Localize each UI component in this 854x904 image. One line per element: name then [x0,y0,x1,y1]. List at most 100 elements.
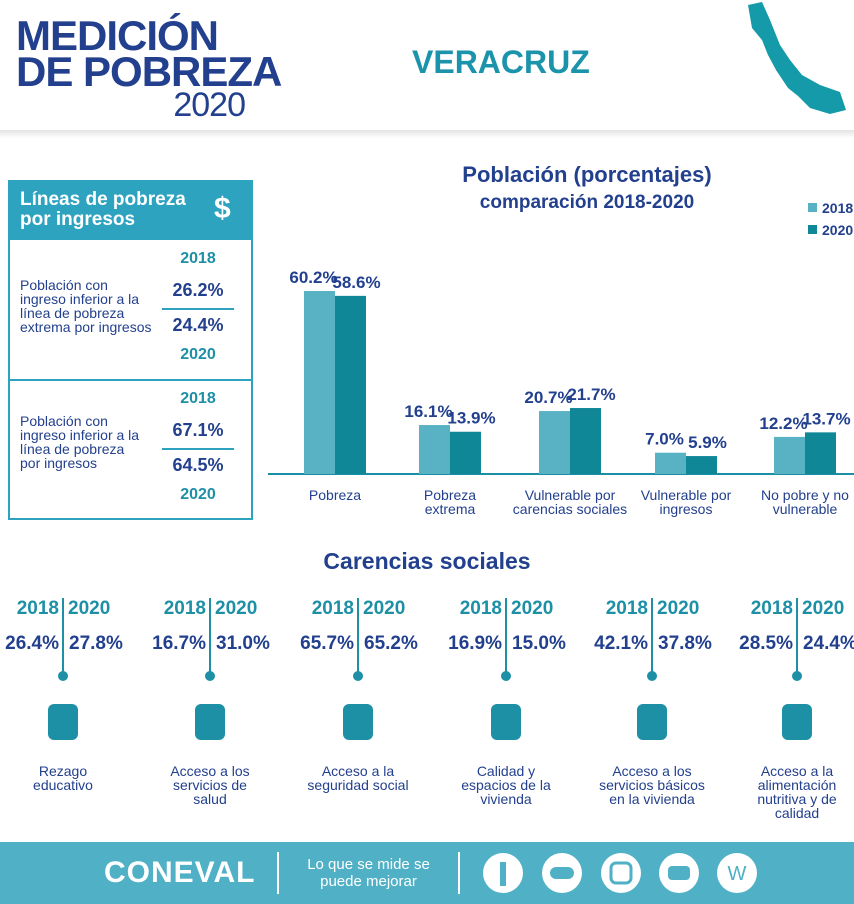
carencia-label: Acceso a la seguridad social [307,763,409,793]
bar [805,432,836,474]
footer [0,842,854,904]
bar [450,431,481,474]
carencia-icon [48,704,78,740]
year-label: 2020 [68,598,111,619]
value-divider [162,448,234,450]
value-2018: 26.4% [5,633,59,654]
box-divider [8,379,253,381]
legend-swatch [808,203,817,212]
carencia-label: Calidad y espacios de la vivienda [461,763,551,807]
social-icons: W [483,853,757,893]
carencia-icon [782,704,812,740]
value-divider [162,308,234,310]
connector [62,598,64,674]
web-icon[interactable] [717,853,757,893]
x-tick-label: Pobreza extrema [423,487,477,517]
value-2020: 65.2% [364,633,418,654]
title-year: 2020 [173,86,246,124]
poverty-value: 24.4% [172,315,224,335]
year-label: 2018 [163,598,206,619]
poverty-value: 67.1% [172,420,224,440]
carencia-label: Acceso a la alimentación nutritiva y de … [757,763,837,821]
x-tick-label: No pobre y no vulnerable [761,487,849,517]
svg-text:W: W [728,863,747,885]
year-label: 2018 [311,598,354,619]
value-label: 5.9% [688,433,727,452]
chart-subtitle: comparación 2018-2020 [480,192,694,213]
value-2018: 42.1% [594,633,648,654]
footer-divider [277,852,279,894]
x-tick-label: Vulnerable por carencias sociales [512,487,628,517]
year-label: 2020 [511,598,554,619]
poverty-box-header [8,180,253,240]
year-label: 2020 [802,598,845,619]
state-map [748,2,846,114]
year-label: 2020 [180,346,216,363]
connector-dot [353,671,363,681]
bar [304,290,335,474]
bar [686,456,717,474]
footer-slogan: Lo que se mide se puede mejorar [307,856,430,890]
footer-divider [458,852,460,894]
connector [505,598,507,674]
chart: Población (porcentajes) comparación 2018… [268,162,854,475]
value-label: 13.7% [802,409,850,428]
value-label: 58.6% [332,273,380,292]
connector [209,598,211,674]
x-tick-label: Pobreza [308,487,362,503]
poverty-label: Población con ingreso inferior a la líne… [20,277,152,335]
year-label: 2020 [180,486,216,503]
dollar-icon: $ [214,192,231,225]
value-2020: 31.0% [216,633,270,654]
connector-dot [58,671,68,681]
x-tick-label: Vulnerable por ingresos [640,487,732,517]
carencia-icon [343,704,373,740]
year-label: 2020 [657,598,700,619]
connector [796,598,798,674]
carencia-icon [491,704,521,740]
header-shadow [0,130,854,138]
value-2020: 27.8% [69,633,123,654]
value-2018: 16.9% [448,633,502,654]
year-label: 2018 [459,598,502,619]
bar [570,408,601,474]
legend-label: 2020 [822,222,853,238]
value-2018: 16.7% [152,633,206,654]
legend-label: 2018 [822,200,853,216]
bar [335,295,366,474]
header-title: MEDICIÓN DE POBREZA 2020 [16,12,282,124]
value-label: 13.9% [447,409,495,428]
value-label: 16.1% [404,402,452,421]
legend-swatch [808,225,817,234]
poverty-label: Población con ingreso inferior a la líne… [20,413,140,471]
carencia-label: Rezago educativo [33,763,93,793]
carencias-title: Carencias sociales [323,548,531,574]
year-label: 2018 [750,598,793,619]
year-label: 2018 [180,250,216,267]
title-line: MEDICIÓN [16,12,219,59]
value-2020: 24.4% [803,633,854,654]
title-line: DE POBREZA [16,48,282,95]
connector-dot [792,671,802,681]
value-2020: 15.0% [512,633,566,654]
poverty-title: Líneas de pobreza por ingresos [20,189,186,230]
carencia-icon [637,704,667,740]
year-label: 2020 [363,598,406,619]
bar [419,425,450,474]
value-label: 7.0% [645,430,684,449]
connector-dot [205,671,215,681]
year-label: 2018 [180,390,216,407]
bar [655,452,686,474]
state-name: VERACRUZ [412,44,590,80]
value-label: 20.7% [524,388,572,407]
year-label: 2018 [605,598,648,619]
instagram-icon[interactable] [601,853,641,893]
bar [539,411,570,474]
bar [774,436,805,474]
poverty-value: 26.2% [172,280,224,300]
carencia-icon [195,704,225,740]
value-2018: 65.7% [300,633,354,654]
value-label: 60.2% [289,268,337,287]
value-label: 12.2% [759,414,807,433]
